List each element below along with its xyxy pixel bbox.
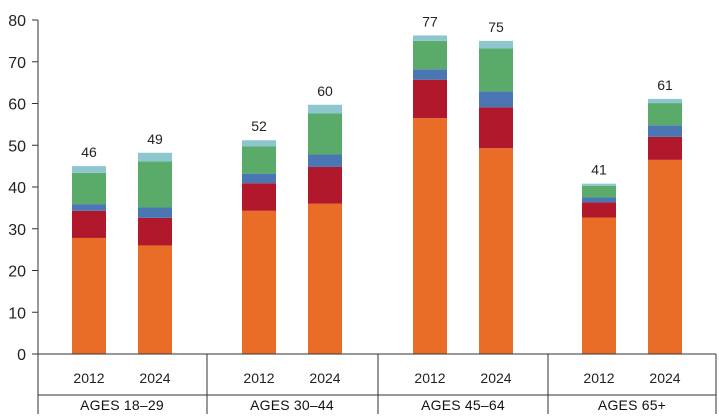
- bar-segment: [648, 136, 682, 160]
- bar-segment: [413, 79, 447, 119]
- bar-segment: [138, 152, 172, 162]
- bar-total-label: 61: [657, 77, 673, 93]
- bar-total-label: 49: [147, 131, 163, 147]
- bars-layer: 46 49 52 60 77 75 41 61: [72, 13, 682, 354]
- bar-segment: [242, 210, 276, 354]
- bar-segment: [479, 148, 513, 354]
- bar-total-label: 46: [81, 144, 97, 160]
- bar-segment: [72, 237, 106, 354]
- bar-segment: [72, 204, 106, 211]
- bar-segment: [479, 91, 513, 108]
- bar-segment: [138, 217, 172, 246]
- x-group-label: AGES 65+: [598, 397, 666, 413]
- x-group-label: AGES 45–64: [421, 397, 505, 413]
- x-year-label: 2012: [73, 370, 104, 386]
- y-tick-label: 60: [8, 97, 26, 114]
- bar-total-label: 41: [591, 162, 607, 178]
- bar-segment: [242, 146, 276, 174]
- bar-total-label: 52: [251, 118, 267, 134]
- bar-total-label: 75: [488, 19, 504, 35]
- bar-segment: [242, 173, 276, 184]
- bar-segment: [479, 107, 513, 149]
- x-axis: 2012 2024 AGES 18–29 2012 2024 AGES 30–44 2012…: [37, 353, 717, 414]
- bar-segment: [582, 185, 616, 198]
- bar-segment: [582, 217, 616, 354]
- bar-segment: [308, 104, 342, 114]
- bar-segment: [72, 172, 106, 205]
- x-year-label: 2024: [480, 370, 511, 386]
- bar-segment: [648, 98, 682, 104]
- bar-segment: [308, 154, 342, 167]
- y-tick-label: 30: [8, 222, 26, 239]
- bar-segment: [479, 48, 513, 92]
- bar-segment: [413, 69, 447, 80]
- x-year-label: 2024: [139, 370, 170, 386]
- bar-segment: [72, 166, 106, 173]
- bar-total-label: 77: [422, 13, 438, 29]
- bar-segment: [242, 140, 276, 147]
- bar-segment: [138, 245, 172, 354]
- bar-segment: [308, 203, 342, 354]
- y-tick-label: 40: [8, 180, 26, 197]
- bar-segment: [582, 183, 616, 186]
- x-group-label: AGES 30–44: [250, 397, 334, 413]
- bar-segment: [648, 103, 682, 126]
- x-year-label: 2012: [243, 370, 274, 386]
- y-tick-label: 50: [8, 138, 26, 155]
- x-year-label: 2024: [649, 370, 680, 386]
- bar-segment: [648, 125, 682, 137]
- bar-segment: [648, 159, 682, 354]
- bar-segment: [413, 118, 447, 354]
- bar-segment: [413, 35, 447, 41]
- y-tick-label: 0: [17, 347, 26, 364]
- bar-segment: [242, 183, 276, 211]
- y-tick-label: 70: [8, 55, 26, 72]
- bar-segment: [308, 113, 342, 155]
- y-axis: 0 10 20 30 40 50 60 70 80: [8, 13, 39, 364]
- y-tick-label: 80: [8, 13, 26, 30]
- bar-segment: [308, 166, 342, 204]
- bar-segment: [138, 207, 172, 218]
- x-year-label: 2012: [583, 370, 614, 386]
- bar-segment: [138, 161, 172, 208]
- x-year-label: 2012: [414, 370, 445, 386]
- bar-segment: [72, 210, 106, 238]
- y-tick-label: 20: [8, 264, 26, 281]
- y-tick-label: 10: [8, 305, 26, 322]
- bar-segment: [582, 197, 616, 203]
- bar-segment: [582, 202, 616, 218]
- x-year-label: 2024: [309, 370, 340, 386]
- bar-segment: [479, 40, 513, 49]
- x-group-label: AGES 18–29: [80, 397, 164, 413]
- bar-total-label: 60: [317, 83, 333, 99]
- bar-segment: [413, 40, 447, 70]
